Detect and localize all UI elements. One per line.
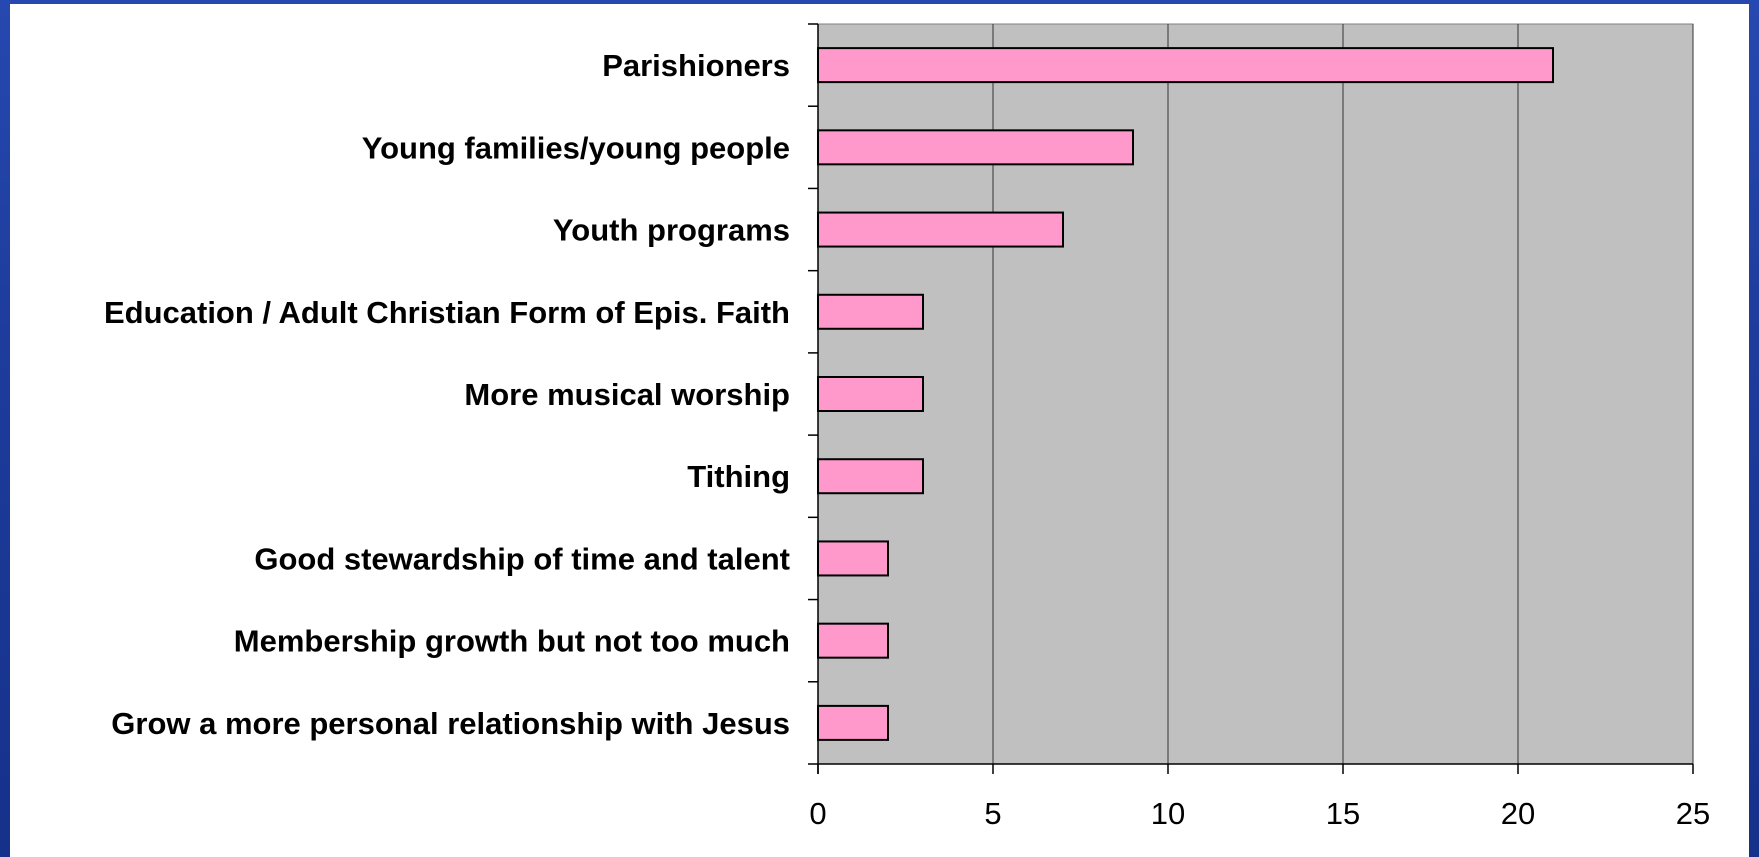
category-label: Grow a more personal relationship with J… (111, 706, 790, 741)
x-tick-label: 0 (809, 796, 826, 831)
bars (817, 47, 1554, 741)
bar (817, 293, 924, 330)
bar (817, 622, 889, 659)
bar (817, 211, 1064, 248)
category-label: Youth programs (553, 213, 790, 248)
x-tick-label: 5 (984, 796, 1001, 831)
bar (817, 376, 924, 412)
bar (817, 47, 1554, 84)
category-label: Membership growth but not too much (234, 624, 790, 659)
chart-panel: Parishioners Young families/young people Y… (10, 4, 1749, 857)
x-tick-label: 15 (1326, 796, 1360, 831)
bar (817, 458, 924, 495)
category-label: Tithing (687, 459, 790, 494)
category-labels: Parishioners Young families/young people Y… (104, 48, 790, 741)
category-label: More musical worship (464, 377, 790, 412)
bar-chart: Parishioners Young families/young people Y… (104, 23, 1710, 831)
bar (817, 540, 889, 577)
x-tick-label: 10 (1151, 796, 1185, 831)
category-label: Parishioners (602, 48, 790, 83)
x-tick-label: 25 (1676, 796, 1710, 831)
x-tick-label: 20 (1501, 796, 1535, 831)
category-label: Education / Adult Christian Form of Epis… (104, 295, 790, 330)
category-label: Young families/young people (362, 130, 790, 165)
bar (817, 129, 1134, 166)
x-tick-labels: 0 5 10 15 20 25 (809, 796, 1710, 831)
bar (817, 704, 889, 741)
category-label: Good stewardship of time and talent (254, 541, 790, 576)
